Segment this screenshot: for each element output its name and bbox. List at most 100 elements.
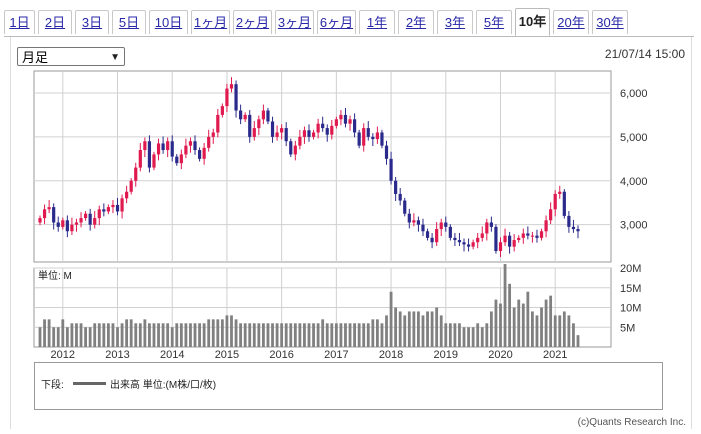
volume-bar (403, 315, 407, 347)
candle-body (266, 110, 270, 122)
candle-body (243, 114, 247, 120)
candle-body (88, 213, 92, 225)
candle-body (521, 233, 525, 238)
volume-bar (371, 319, 375, 347)
volume-bar (157, 323, 160, 347)
tab-1ヶ月[interactable]: 1ヶ月 (191, 10, 230, 34)
volume-bar (138, 323, 142, 347)
volume-bar (458, 323, 461, 347)
candle-body (576, 229, 580, 232)
tab-1年[interactable]: 1年 (359, 10, 395, 34)
candle-body (280, 128, 284, 133)
candle-body (83, 213, 88, 219)
volume-bar (417, 311, 420, 347)
volume-bar (262, 323, 265, 347)
volume-bar (462, 327, 466, 347)
tab-10年[interactable]: 10年 (515, 8, 550, 36)
legend-prefix: 下段: (41, 380, 64, 391)
volume-bar (193, 323, 197, 347)
candle-body (257, 119, 261, 129)
volume-bar (84, 327, 87, 347)
tab-2日[interactable]: 2日 (38, 10, 72, 34)
candle-body (147, 141, 152, 168)
tab-30年[interactable]: 30年 (592, 10, 628, 34)
tab-2ヶ月[interactable]: 2ヶ月 (233, 10, 272, 34)
volume-bar (339, 323, 343, 347)
volume-bar (280, 323, 284, 347)
candle-body (371, 136, 375, 140)
volume-bar (489, 311, 493, 347)
volume-bar (38, 327, 42, 347)
tab-20年[interactable]: 20年 (553, 10, 589, 34)
copyright: (c)Quants Research Inc. (577, 417, 686, 428)
volume-bar (562, 311, 566, 347)
candle-body (129, 180, 133, 192)
volume-bar (161, 323, 165, 347)
candle-body (225, 88, 229, 107)
candle-body (480, 233, 484, 238)
volume-bar (43, 319, 46, 347)
tab-3ヶ月[interactable]: 3ヶ月 (275, 10, 314, 34)
volume-bar (531, 311, 534, 347)
volume-bar (353, 323, 356, 347)
volume-bar (56, 327, 60, 347)
chevron-down-icon: ▼ (110, 52, 120, 63)
candle-body (430, 237, 434, 243)
candle-body (207, 136, 211, 148)
tab-3日[interactable]: 3日 (75, 10, 109, 34)
volume-bar (576, 335, 580, 347)
candle-body (503, 235, 507, 243)
tab-10日[interactable]: 10日 (149, 10, 188, 34)
tab-1日[interactable]: 1日 (4, 10, 35, 34)
candle-body (571, 226, 576, 230)
tab-3年[interactable]: 3年 (437, 10, 473, 34)
volume-bar (220, 319, 224, 347)
candle-body (403, 200, 407, 214)
candle-body (389, 158, 393, 181)
volume-bar (102, 323, 106, 347)
volume-bar (348, 323, 352, 347)
volume-bar (70, 323, 74, 347)
candle-body (179, 154, 183, 164)
candle-body (143, 141, 147, 151)
candle-body (93, 218, 97, 225)
candle-body (352, 119, 357, 133)
volume-bar (567, 315, 571, 347)
period-select[interactable]: 月足 ▼ (17, 47, 125, 66)
volume-bar (512, 307, 516, 347)
volume-bar (380, 323, 384, 347)
candle-body (74, 222, 79, 225)
volume-bar (211, 319, 215, 347)
candle-body (343, 114, 348, 124)
candle-body (362, 128, 366, 146)
volume-bar (480, 327, 484, 347)
candle-body (184, 145, 188, 155)
candle-body (416, 220, 421, 225)
volume-bar (248, 323, 252, 347)
candle-body (152, 154, 156, 168)
volume-bar (289, 323, 293, 347)
candle-body (298, 136, 302, 146)
volume-bar (344, 323, 347, 347)
volume-bar (234, 319, 238, 347)
candle-body (111, 204, 115, 208)
tab-5日[interactable]: 5日 (112, 10, 146, 34)
tab-2年[interactable]: 2年 (398, 10, 434, 34)
candle-body (471, 242, 475, 247)
candle-body (462, 242, 466, 245)
legend-volume-line (73, 382, 106, 385)
volume-bar (120, 323, 124, 347)
candle-body (52, 207, 56, 223)
x-tick-label: 2021 (543, 349, 567, 361)
volume-bar (47, 319, 51, 347)
volume-bar (225, 315, 229, 347)
candle-body (38, 218, 42, 223)
volume-bar (106, 323, 110, 347)
x-tick-label: 2012 (51, 349, 75, 361)
candle-body (489, 222, 493, 227)
tab-5年[interactable]: 5年 (476, 10, 512, 34)
volume-bar (166, 323, 170, 347)
volume-bar (239, 323, 243, 347)
volume-bar (426, 311, 429, 347)
tab-6ヶ月[interactable]: 6ヶ月 (317, 10, 356, 34)
